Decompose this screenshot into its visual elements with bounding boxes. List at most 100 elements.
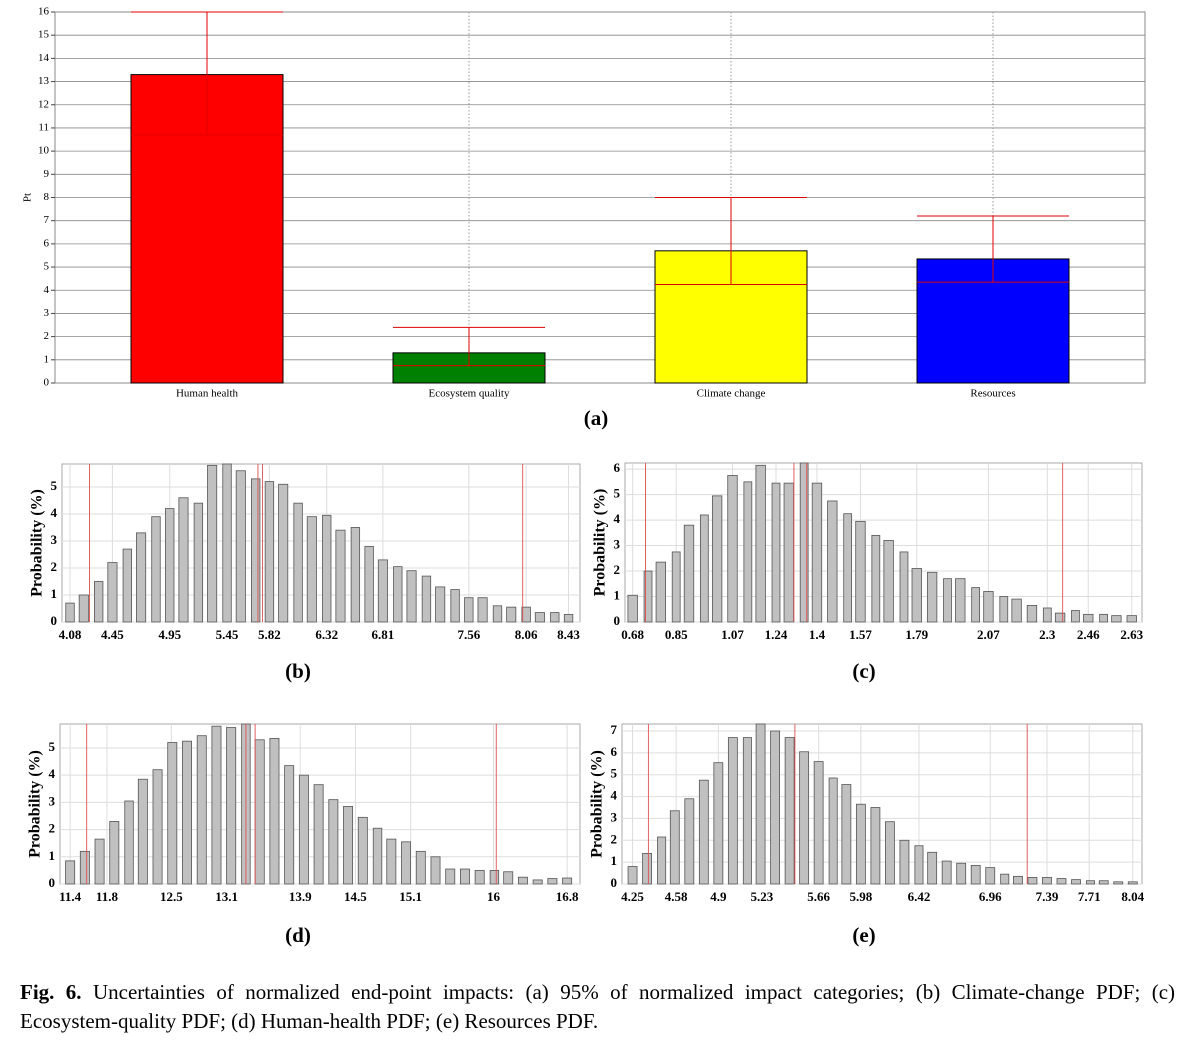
histogram-bar: [727, 737, 738, 885]
histogram-bar: [211, 725, 222, 885]
histogram-bar: [1042, 877, 1052, 885]
x-tick-label: Ecosystem quality: [429, 388, 510, 400]
y-tick-label: 0: [44, 377, 50, 389]
histogram-bar: [1111, 615, 1122, 623]
y-tick-label: 7: [611, 722, 618, 737]
x-tick-label: 4.08: [59, 627, 82, 642]
histogram-bar: [627, 866, 638, 885]
x-tick-label: 7.71: [1078, 889, 1101, 904]
y-tick-label: 7: [44, 214, 50, 226]
y-tick-label: 15: [38, 29, 50, 41]
histogram-bar: [755, 723, 766, 885]
histogram-bar: [941, 860, 952, 885]
x-tick-label: 5.45: [216, 627, 239, 642]
histogram-bar: [956, 862, 967, 885]
histogram-bar: [743, 481, 753, 623]
y-tick-label: 2: [51, 559, 58, 574]
histogram-bar: [65, 602, 75, 623]
histogram-bar: [1086, 880, 1096, 885]
histogram-bar: [136, 532, 147, 623]
histogram-bar: [1083, 613, 1094, 623]
histogram-bar: [377, 559, 388, 623]
histogram-bar: [1042, 607, 1052, 623]
x-tick-label: 6.81: [372, 627, 395, 642]
histogram-bar: [521, 606, 531, 623]
y-tick-label: 1: [44, 353, 50, 365]
y-tick-label: 4: [51, 505, 58, 520]
histogram-bar: [1027, 877, 1038, 885]
x-tick-label: 13.1: [215, 889, 238, 904]
panel-label: (a): [584, 406, 609, 430]
histogram-bar: [284, 765, 295, 885]
histogram-bar: [464, 597, 474, 623]
x-tick-label: 0.68: [621, 627, 644, 642]
y-tick-label: 8: [44, 191, 50, 203]
y-tick-label: 5: [49, 739, 56, 754]
histogram-bar: [643, 570, 653, 623]
y-tick-label: 6: [44, 237, 50, 249]
y-axis-label: Probability (%): [592, 489, 609, 597]
histogram-bar: [196, 735, 207, 885]
y-tick-label: 10: [38, 145, 50, 157]
histogram-bar: [562, 877, 573, 885]
histogram-bar: [222, 463, 232, 623]
histogram-bar: [885, 821, 895, 885]
histogram-bar: [811, 482, 823, 623]
x-tick-label: Resources: [970, 388, 1015, 400]
histogram-bar: [122, 548, 132, 623]
histogram-bar: [492, 605, 503, 623]
histogram-bar: [1011, 598, 1022, 623]
histogram-bar: [94, 838, 105, 885]
y-tick-label: 1: [611, 853, 618, 868]
histogram-bar: [827, 500, 838, 623]
y-tick-label: 1: [51, 586, 58, 601]
x-tick-label: 0.85: [665, 627, 688, 642]
histogram-bar: [151, 516, 161, 623]
histogram-bar: [899, 551, 909, 623]
panel-label: (d): [285, 923, 311, 947]
histogram-bar: [784, 737, 795, 885]
histogram-bar: [713, 762, 724, 885]
histogram-bar: [871, 534, 881, 623]
y-tick-label: 0: [611, 875, 618, 890]
y-tick-label: 12: [38, 98, 49, 110]
histogram-bar: [335, 529, 346, 623]
y-tick-label: 1: [614, 588, 621, 603]
histogram-bar: [684, 798, 695, 885]
histogram-bar: [235, 470, 246, 623]
histogram-bar: [783, 482, 794, 623]
y-tick-label: 6: [611, 744, 618, 759]
histogram-bar: [843, 513, 853, 623]
histogram-bar: [799, 751, 810, 885]
histogram-bar: [855, 520, 866, 623]
histogram-bar: [401, 841, 412, 885]
histogram-bar: [430, 856, 441, 885]
histogram-bar: [911, 568, 922, 623]
histogram-bar: [445, 868, 456, 885]
histogram-bar: [322, 514, 332, 623]
y-tick-label: 5: [44, 261, 50, 273]
histogram-bar: [899, 839, 910, 885]
histogram-bar: [386, 838, 397, 885]
histogram-bar: [983, 591, 994, 623]
y-tick-label: 2: [49, 821, 56, 836]
histogram-bar: [251, 478, 261, 623]
y-tick-label: 1: [49, 848, 56, 863]
histogram-bar: [393, 566, 403, 623]
histogram-bar: [1013, 875, 1023, 885]
histogram-bar: [883, 540, 894, 623]
histogram-bar: [1071, 879, 1081, 885]
histogram-bar: [489, 869, 500, 885]
x-tick-label: 8.43: [557, 627, 580, 642]
x-tick-label: 5.98: [850, 889, 873, 904]
histogram-bar: [167, 742, 178, 885]
x-tick-label: 4.45: [101, 627, 124, 642]
histogram-bar: [1127, 881, 1138, 885]
histogram-bar: [943, 578, 952, 623]
histogram-bar: [503, 871, 514, 885]
histogram-bar: [1126, 615, 1137, 623]
x-tick-label: 4.95: [158, 627, 181, 642]
histogram-bar: [226, 727, 237, 885]
x-tick-label: 7.39: [1036, 889, 1059, 904]
